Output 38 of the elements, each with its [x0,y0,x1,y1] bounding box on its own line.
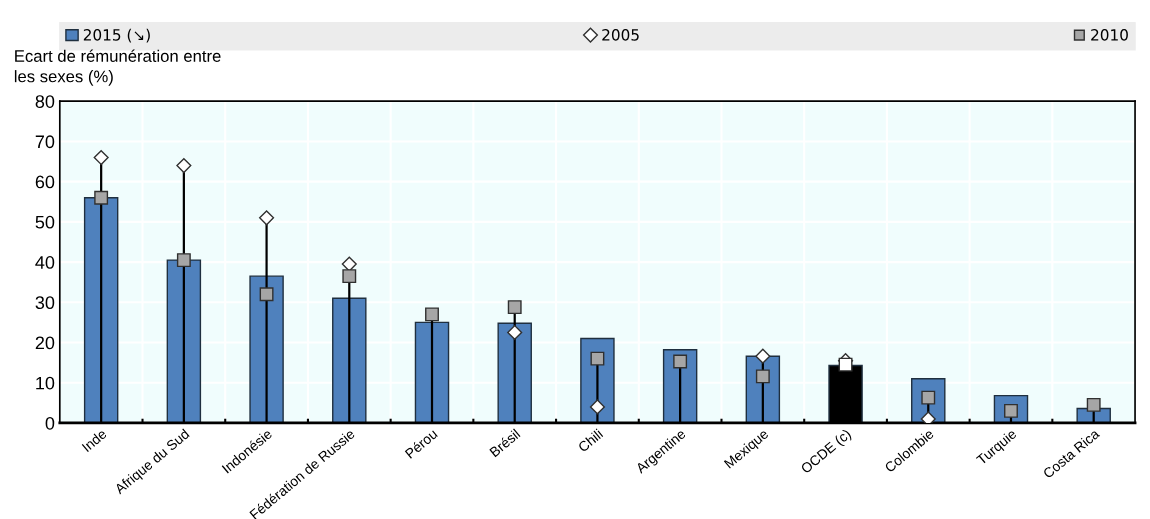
bar [497,322,532,423]
point [176,253,191,268]
y-tick-label: 40 [35,256,55,269]
bar [332,297,367,423]
y-tick-label: 50 [35,215,55,229]
point [1086,397,1101,412]
point [341,256,357,272]
point [755,348,771,364]
bar [83,197,119,423]
point [755,369,770,384]
point [176,157,192,174]
y-tick-label: 30 [35,296,55,310]
point [590,351,605,366]
point [259,287,274,302]
legend-label: 2010 [1091,29,1128,41]
y-tick-label: 10 [36,376,55,390]
point [507,324,523,341]
point [93,149,109,166]
point [920,411,936,423]
point [94,190,109,205]
x-tick-label: Chili [577,428,604,453]
y-tick-label: 60 [35,175,55,189]
legend-label: 2015 (↘) [83,28,150,43]
x-tick-label: Inde [81,428,108,453]
bar [166,259,202,423]
y-tick-label: 20 [35,336,55,350]
point [342,269,357,284]
bar [414,321,450,423]
point [507,300,522,315]
point [259,210,275,226]
point [589,399,605,415]
y-tick-label: 70 [35,135,55,149]
y-axis-title: Ecart de rémunération entre les sexes (%) [14,49,221,86]
legend-label: 2005 [602,29,639,41]
y-tick-label: 0 [45,416,55,430]
point [673,354,688,369]
point [425,307,439,322]
y-tick-label: 80 [35,95,55,108]
